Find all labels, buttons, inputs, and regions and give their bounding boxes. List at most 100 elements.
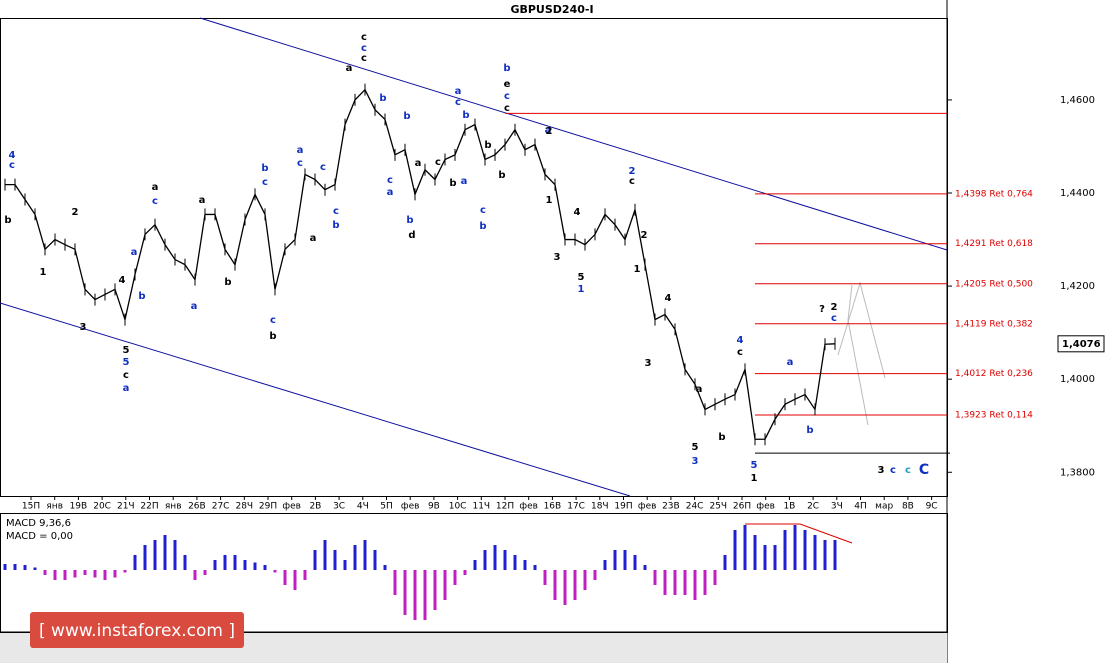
macd-bar bbox=[333, 550, 337, 570]
x-tick-label: 1В bbox=[783, 502, 795, 512]
fib-label: 1,3923 Ret 0,114 bbox=[955, 411, 1033, 421]
macd-bar bbox=[463, 570, 467, 575]
wave-label: e bbox=[504, 79, 511, 90]
fib-label: 1,4119 Ret 0,382 bbox=[955, 319, 1033, 329]
macd-bar bbox=[413, 570, 417, 620]
wave-label: b bbox=[479, 221, 486, 232]
wave-label: 2 bbox=[72, 207, 79, 218]
wave-label: ? bbox=[819, 304, 825, 315]
wave-label: b bbox=[261, 163, 268, 174]
macd-bar bbox=[763, 545, 767, 570]
macd-bar bbox=[23, 565, 27, 570]
macd-bar bbox=[473, 560, 477, 570]
wave-label: a bbox=[787, 357, 794, 368]
macd-bar bbox=[563, 570, 567, 605]
y-tick-label: 1,4200 bbox=[1060, 281, 1095, 292]
macd-bar bbox=[703, 570, 707, 595]
x-tick-label: 2В bbox=[309, 502, 321, 512]
x-tick-label: 18Ч bbox=[591, 502, 609, 512]
wave-label: 2 bbox=[546, 126, 553, 137]
macd-bar bbox=[683, 570, 687, 595]
x-tick-label: 22П bbox=[140, 502, 158, 512]
x-tick-label: 23В bbox=[662, 502, 680, 512]
wave-label: a bbox=[387, 187, 394, 198]
wave-label: b bbox=[4, 215, 11, 226]
macd-bar bbox=[753, 535, 757, 570]
macd-bar bbox=[373, 550, 377, 570]
macd-bar bbox=[543, 570, 547, 585]
x-tick-label: фев bbox=[638, 502, 657, 512]
x-tick-label: янв bbox=[165, 502, 182, 512]
fib-label: 1,4205 Ret 0,500 bbox=[955, 279, 1033, 289]
wave-label: b bbox=[806, 425, 813, 436]
macd-bar bbox=[793, 525, 797, 570]
x-tick-label: 24С bbox=[686, 502, 704, 512]
wave-label: c bbox=[504, 91, 510, 102]
wave-label: 4 bbox=[665, 293, 672, 304]
macd-bar bbox=[363, 540, 367, 570]
wave-label: b bbox=[484, 140, 491, 151]
wave-label: 3 bbox=[645, 358, 652, 369]
macd-bar bbox=[323, 540, 327, 570]
macd-bar bbox=[203, 570, 207, 575]
wave-label: c bbox=[831, 313, 837, 324]
macd-bar bbox=[103, 570, 107, 580]
wave-label: c bbox=[435, 157, 441, 168]
macd-bar bbox=[313, 550, 317, 570]
fib-label: 1,4398 Ret 0,764 bbox=[955, 189, 1033, 199]
x-tick-label: 19В bbox=[70, 502, 88, 512]
x-tick-label: 3С bbox=[333, 502, 345, 512]
macd-bar bbox=[153, 540, 157, 570]
x-tick-label: 3Ч bbox=[831, 502, 843, 512]
macd-bar bbox=[293, 570, 297, 590]
macd-bar bbox=[433, 570, 437, 610]
macd-bar bbox=[733, 530, 737, 570]
x-tick-label: 2С bbox=[807, 502, 819, 512]
macd-bar bbox=[623, 550, 627, 570]
fib-label: 1,4012 Ret 0,236 bbox=[955, 369, 1033, 379]
wave-label: a bbox=[297, 145, 304, 156]
wave-label: a bbox=[310, 233, 317, 244]
macd-bar bbox=[193, 570, 197, 580]
macd-bar bbox=[823, 540, 827, 570]
x-tick-label: 21Ч bbox=[117, 502, 135, 512]
wave-label: a bbox=[461, 176, 468, 187]
wave-label: b bbox=[224, 277, 231, 288]
wave-label: b bbox=[379, 93, 386, 104]
macd-bar bbox=[83, 570, 87, 575]
macd-bar bbox=[743, 525, 747, 570]
wave-label: c bbox=[455, 97, 461, 108]
wave-label: 1 bbox=[578, 284, 585, 295]
macd-bar bbox=[573, 570, 577, 600]
macd-bar bbox=[613, 550, 617, 570]
wave-label: 4 bbox=[574, 207, 581, 218]
wave-label: b bbox=[498, 170, 505, 181]
current-price-label: 1,4076 bbox=[1062, 339, 1101, 350]
x-tick-label: фев bbox=[519, 502, 538, 512]
macd-bar bbox=[783, 530, 787, 570]
x-tick-label: фев bbox=[401, 502, 420, 512]
channel-lower bbox=[0, 302, 631, 497]
x-tick-label: 8В bbox=[902, 502, 914, 512]
macd-bar bbox=[93, 570, 97, 578]
macd-bar bbox=[553, 570, 557, 600]
y-tick-label: 1,4400 bbox=[1060, 188, 1095, 199]
x-tick-label: 5П bbox=[380, 502, 393, 512]
x-tick-label: мар bbox=[875, 502, 893, 512]
x-tick-label: 15П bbox=[22, 502, 40, 512]
macd-bar bbox=[443, 570, 447, 600]
wave-label: 5 bbox=[578, 272, 585, 283]
macd-bar bbox=[263, 565, 267, 570]
wave-label: a bbox=[455, 86, 462, 97]
macd-bar bbox=[43, 570, 47, 575]
wave-label: 1 bbox=[751, 473, 758, 484]
wave-label: 1 bbox=[634, 264, 641, 275]
wave-label: a bbox=[199, 195, 206, 206]
wave-label: c bbox=[629, 176, 635, 187]
wave-label: c bbox=[297, 158, 303, 169]
wave-label: d bbox=[408, 230, 415, 241]
x-tick-label: 19П bbox=[614, 502, 632, 512]
wave-label: b bbox=[503, 63, 510, 74]
price-line bbox=[5, 88, 836, 440]
